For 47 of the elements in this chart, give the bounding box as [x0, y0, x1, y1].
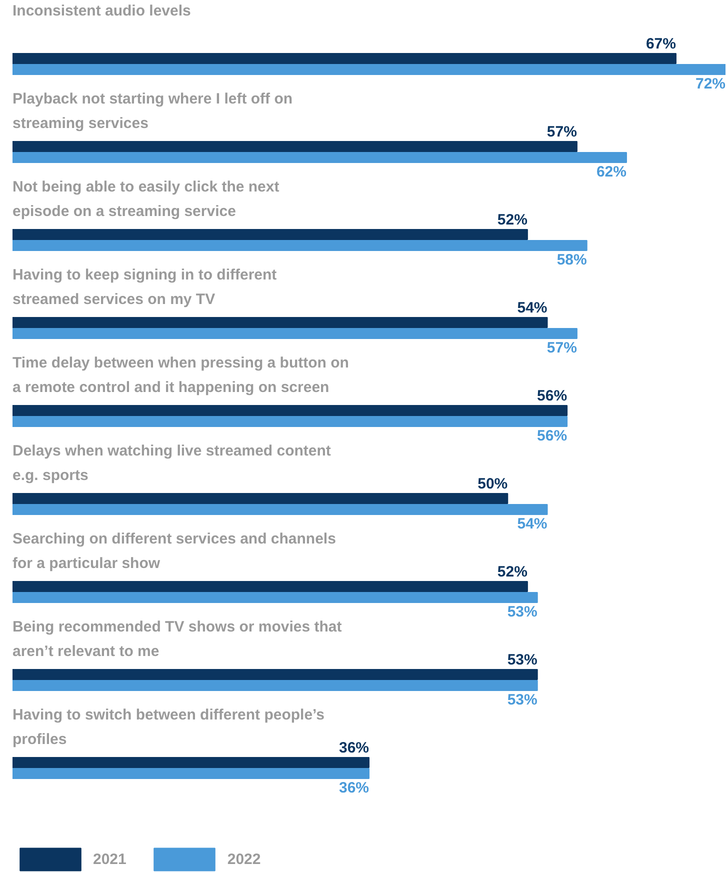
y-tick-label: Time delay between when pressing a button on a remote control and it happening on screen [12, 354, 349, 396]
data-label: 57% [546, 124, 577, 140]
y-tick-label: Playback not starting where I left off on streaming services [12, 90, 293, 132]
bar [12, 405, 568, 416]
legend-label: 2022 [227, 850, 261, 868]
y-tick-label: Not being able to easily click the next episode on a streaming service [12, 178, 280, 220]
data-label: 62% [596, 164, 626, 180]
data-label: 50% [478, 476, 508, 492]
data-label: 36% [338, 740, 370, 756]
data-label: 56% [537, 388, 568, 404]
y-tick-label: Having to keep signing in to different streamed services on my TV [12, 266, 277, 308]
bar [12, 669, 538, 680]
data-label: 52% [497, 564, 528, 580]
data-label: 53% [507, 652, 538, 668]
bar [12, 680, 538, 691]
bar [12, 141, 578, 152]
bar [12, 416, 568, 427]
bar [12, 317, 548, 328]
y-tick-label: Searching on different services and channels for a particular show [12, 530, 336, 572]
data-label: 57% [546, 340, 577, 356]
y-tick-label: Being recommended TV shows or movies that aren’t relevant to me [12, 618, 342, 660]
y-tick-label: Delays when watching live streamed content e.g. sports [12, 442, 331, 484]
bar [12, 328, 578, 339]
data-label: 56% [537, 428, 568, 444]
bar [12, 240, 588, 251]
data-label: 54% [517, 300, 548, 316]
bar [12, 768, 370, 779]
bar [12, 53, 676, 64]
legend-label: 2021 [93, 850, 126, 868]
data-label: 52% [497, 212, 528, 228]
bar [12, 152, 627, 163]
data-label: 53% [507, 604, 538, 620]
data-label: 54% [517, 516, 548, 532]
data-label: 36% [338, 780, 370, 796]
bar [12, 581, 528, 592]
bar [12, 493, 508, 504]
y-tick-label: Having to switch between different people’s profiles [12, 706, 324, 748]
y-tick-label: Inconsistent audio levels [12, 2, 191, 20]
data-label: 72% [695, 76, 726, 92]
bar [12, 592, 538, 603]
bar [12, 229, 528, 240]
bar [12, 64, 726, 75]
data-label: 58% [556, 252, 587, 268]
data-label: 53% [507, 692, 538, 708]
bar [12, 504, 548, 515]
data-label: 67% [646, 36, 676, 52]
bar [12, 757, 370, 768]
